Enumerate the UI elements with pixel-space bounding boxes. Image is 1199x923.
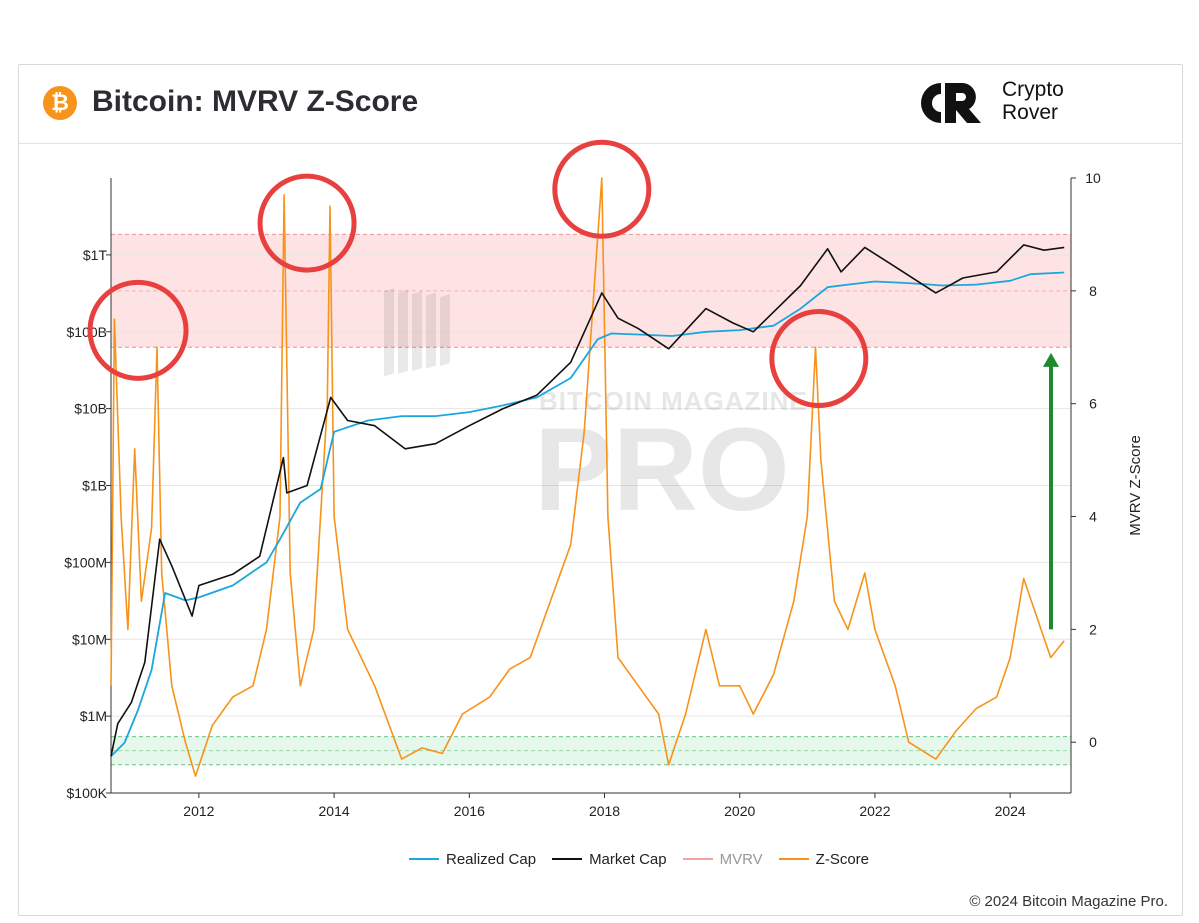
watermark-bar-icon [398,289,408,374]
market-cap-series-line [110,244,1065,757]
x-tick-label: 2014 [319,803,350,819]
z-score-series-line [110,177,1065,777]
legend-swatch-market-cap [552,858,583,860]
chart-card: ₿ Bitcoin: MVRV Z-Score Crypto Rover BIT… [18,64,1183,916]
legend-swatch-realized-cap [409,858,439,860]
y-left-tick-label: $1B [82,478,107,494]
page-title: Bitcoin: MVRV Z-Score [92,85,419,118]
brand-name: Crypto Rover [1002,78,1064,124]
x-tick-label: 2018 [589,803,620,819]
watermark-bar-icon [426,292,436,369]
watermark-line-1: BITCOIN MAGAZINE [539,386,808,416]
watermark-bar-icon [384,288,394,377]
chart-legend: Realized Cap Market Cap MVRV Z-Score [409,849,869,869]
legend-item-mvrv[interactable]: MVRV [682,849,763,869]
legend-swatch-z-score [778,858,809,860]
y-right-tick-label: 10 [1085,170,1101,186]
x-tick-label: 2024 [995,803,1026,819]
brand-line-2: Rover [1002,101,1059,124]
crypto-rover-logo-icon [921,83,981,123]
x-tick-label: 2020 [724,803,755,819]
circle-annotation-2011 [87,279,189,381]
legend-item-realized-cap[interactable]: Realized Cap [409,849,536,869]
y-left-tick-label: $100B [67,324,107,340]
circle-annotation-2017 [552,139,652,239]
y-right-tick-label: 8 [1089,283,1097,299]
brand-line-1: Crypto [1002,78,1064,101]
y-left-tick-label: $1T [83,247,108,263]
chart-header: ₿ Bitcoin: MVRV Z-Score Crypto Rover [19,65,1182,144]
legend-label-market-cap: Market Cap [589,850,667,868]
y-left-tick-label: $10B [74,401,107,417]
watermark-line-2: PRO [534,404,790,536]
legend-item-z-score[interactable]: Z-Score [778,849,870,869]
y-left-tick-label: $100M [64,554,107,570]
legend-swatch-mvrv [682,858,713,860]
y-right-tick-label: 6 [1089,396,1097,412]
watermark-bar-icon [440,293,450,367]
bitcoin-logo-icon: ₿ [43,86,77,120]
circle-annotation-2013 [257,173,357,273]
copyright-text: © 2024 Bitcoin Magazine Pro. [969,893,1168,910]
y-right-tick-label: 2 [1089,621,1097,637]
legend-item-market-cap[interactable]: Market Cap [552,849,667,869]
y-right-tick-label: 4 [1089,509,1097,525]
green-arrow-head-icon [1043,352,1059,367]
legend-label-mvrv: MVRV [719,850,763,868]
legend-label-z-score: Z-Score [815,850,870,868]
realized-cap-series-line [110,271,1065,757]
y-right-axis-label: MVRV Z-Score [1127,435,1144,536]
watermark-bar-icon [412,291,422,372]
y-left-tick-label: $10M [72,631,107,647]
x-tick-label: 2012 [183,803,214,819]
y-right-tick-label: 0 [1089,734,1097,750]
x-tick-label: 2022 [859,803,890,819]
y-left-tick-label: $1M [80,708,107,724]
circle-annotation-2021 [769,309,869,409]
legend-label-realized-cap: Realized Cap [446,850,537,868]
y-left-tick-label: $100K [67,785,108,801]
x-tick-label: 2016 [454,803,485,819]
